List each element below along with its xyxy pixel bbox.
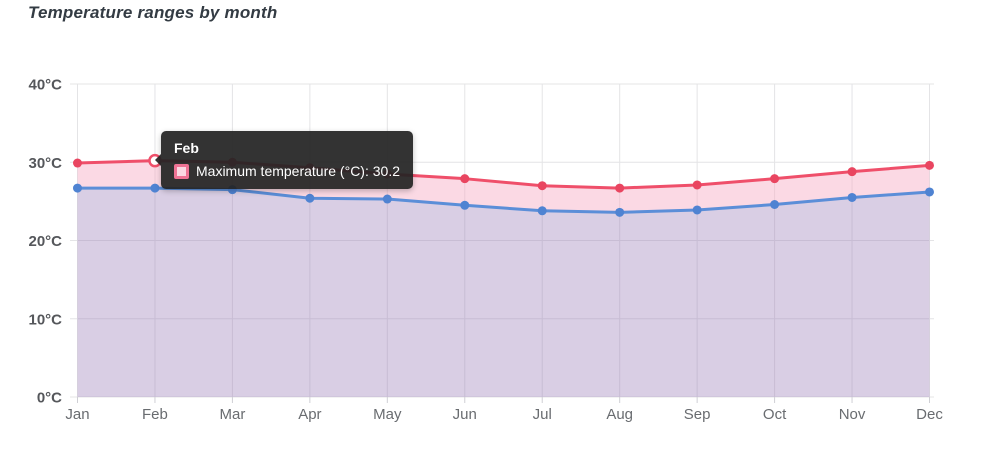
min-temp-area bbox=[77, 188, 930, 397]
y-axis-label: 40°C bbox=[28, 77, 62, 94]
chart-title: Temperature ranges by month bbox=[28, 3, 278, 22]
min-temp-point-Jan[interactable] bbox=[73, 183, 82, 193]
min-temp-point-Dec[interactable] bbox=[925, 187, 934, 197]
min-temp-point-Jul[interactable] bbox=[537, 206, 547, 216]
tooltip-month: Feb bbox=[174, 140, 199, 156]
x-axis-label: Jun bbox=[453, 406, 477, 423]
min-temp-point-May[interactable] bbox=[382, 194, 392, 204]
max-temp-point-Nov[interactable] bbox=[847, 167, 857, 177]
min-temp-point-Sep[interactable] bbox=[692, 205, 702, 215]
min-temp-point-Jun[interactable] bbox=[460, 200, 470, 210]
x-axis-label: Mar bbox=[219, 406, 245, 423]
x-axis-label: Dec bbox=[916, 406, 943, 423]
max-temp-point-Aug[interactable] bbox=[615, 183, 625, 193]
max-temp-point-Jun[interactable] bbox=[460, 174, 470, 184]
min-temp-point-Feb[interactable] bbox=[150, 183, 160, 193]
x-axis-label: Apr bbox=[298, 406, 321, 423]
x-axis-label: Feb bbox=[142, 406, 168, 423]
x-axis-label: Aug bbox=[606, 406, 633, 423]
max-temp-point-Sep[interactable] bbox=[692, 180, 702, 190]
y-axis-label: 10°C bbox=[28, 311, 62, 328]
y-axis-label: 0°C bbox=[37, 390, 62, 407]
min-temp-point-Aug[interactable] bbox=[615, 207, 625, 217]
min-temp-line bbox=[77, 186, 930, 214]
x-axis-label: Sep bbox=[684, 406, 711, 423]
chart-tooltip: Feb Maximum temperature (°C): 30.2 bbox=[155, 131, 413, 189]
max-temp-series-marker-icon bbox=[174, 163, 189, 179]
tooltip-series-row: Maximum temperature (°C): 30.2 bbox=[174, 163, 400, 179]
x-axis-label: Nov bbox=[839, 406, 866, 423]
y-axis-label: 30°C bbox=[28, 155, 62, 172]
max-temp-point-Oct[interactable] bbox=[770, 174, 780, 184]
x-axis-label: Oct bbox=[763, 406, 787, 423]
tooltip-arrow-icon bbox=[155, 154, 161, 166]
max-temp-point-Jan[interactable] bbox=[73, 158, 82, 168]
max-temp-point-Dec[interactable] bbox=[925, 160, 934, 170]
x-axis-label: Jul bbox=[533, 406, 552, 423]
min-temp-point-Oct[interactable] bbox=[770, 200, 780, 210]
x-axis-label: May bbox=[373, 406, 402, 423]
min-temp-point-Apr[interactable] bbox=[305, 193, 315, 203]
y-axis-label: 20°C bbox=[28, 233, 62, 250]
x-axis-label: Jan bbox=[65, 406, 89, 423]
max-temp-point-Jul[interactable] bbox=[537, 181, 547, 191]
min-temp-point-Nov[interactable] bbox=[847, 192, 857, 202]
tooltip-value-text: Maximum temperature (°C): 30.2 bbox=[196, 163, 400, 179]
